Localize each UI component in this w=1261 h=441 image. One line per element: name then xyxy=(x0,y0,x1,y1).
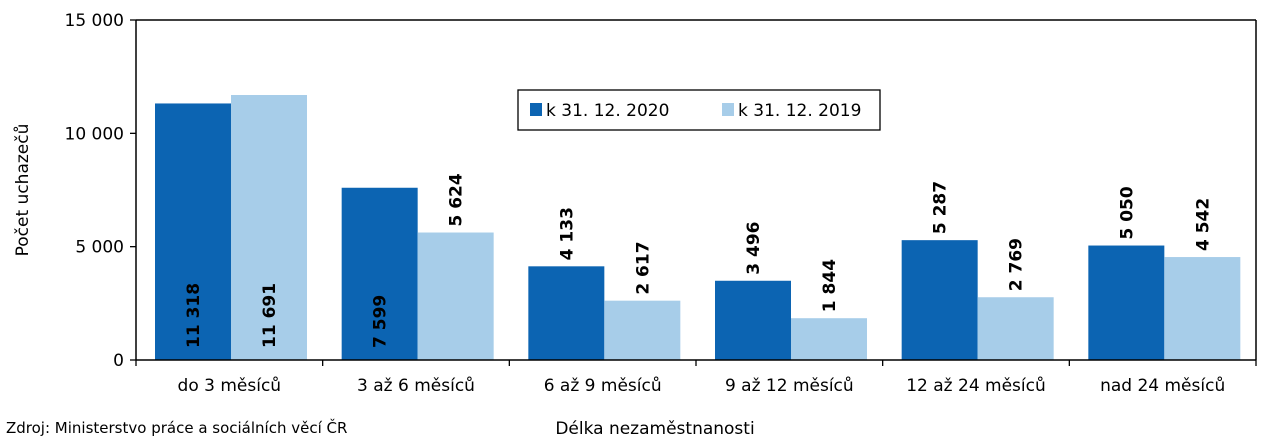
data-label-2020-4: 5 287 xyxy=(931,181,951,234)
data-labels-layer: 11 318 7 599 4 133 3 496 5 287 5 050 11 691 5 6… xyxy=(184,173,1213,348)
data-label-2020-5: 5 050 xyxy=(1117,186,1137,239)
legend-box xyxy=(517,89,881,131)
data-label-2019-5: 4 542 xyxy=(1193,198,1213,251)
bar-2019-2 xyxy=(604,300,681,360)
bar-2019-0 xyxy=(231,95,307,360)
bar-2019-4 xyxy=(977,297,1054,360)
axes-layer xyxy=(130,19,1257,366)
bar-2020-4 xyxy=(901,240,978,360)
y-tick-label-0: 0 xyxy=(113,351,124,371)
bar-2020-1 xyxy=(341,187,418,360)
y-tick-label-2: 10 000 xyxy=(65,124,124,144)
bar-2020-3 xyxy=(715,280,791,360)
tick-labels-layer: 0 5 000 10 000 15 000 do 3 měsíců 3 až 6 měsí… xyxy=(65,11,1226,396)
x-tick-label-0: do 3 měsíců xyxy=(178,376,282,396)
legend-swatch-2020 xyxy=(530,103,542,116)
y-tick-label-1: 5 000 xyxy=(75,238,124,258)
source-note: Zdroj: Ministerstvo práce a sociálních v… xyxy=(6,419,348,437)
bar-2019-5 xyxy=(1164,257,1241,360)
data-label-2020-1: 7 599 xyxy=(371,295,391,348)
legend-label-2020: k 31. 12. 2020 xyxy=(546,101,669,121)
bar-2020-5 xyxy=(1088,245,1165,360)
data-label-2019-1: 5 624 xyxy=(447,173,467,226)
bar-2020-2 xyxy=(528,266,605,360)
x-tick-label-5: nad 24 měsíců xyxy=(1100,376,1225,396)
bar-2020-0 xyxy=(155,103,231,360)
data-label-2020-3: 3 496 xyxy=(744,222,764,275)
data-label-2020-0: 11 318 xyxy=(184,283,204,348)
data-label-2019-3: 1 844 xyxy=(820,259,840,312)
x-tick-label-4: 12 až 24 měsíců xyxy=(906,376,1046,396)
bar-2019-3 xyxy=(791,318,867,360)
x-tick-label-1: 3 až 6 měsíců xyxy=(357,376,475,396)
y-axis-title: Počet uchazečů xyxy=(13,124,33,257)
data-label-2019-4: 2 769 xyxy=(1007,238,1027,291)
x-tick-label-3: 9 až 12 měsíců xyxy=(725,376,854,396)
data-label-2019-2: 2 617 xyxy=(633,241,653,294)
data-label-2019-0: 11 691 xyxy=(260,283,280,348)
data-label-2020-2: 4 133 xyxy=(557,207,577,260)
legend: k 31. 12. 2020 k 31. 12. 2019 xyxy=(517,89,881,131)
legend-label-2019: k 31. 12. 2019 xyxy=(738,101,861,121)
bar-2019-1 xyxy=(417,232,494,360)
y-tick-label-3: 15 000 xyxy=(65,11,124,31)
x-tick-label-2: 6 až 9 měsíců xyxy=(544,376,662,396)
x-axis-title: Délka nezaměstnanosti xyxy=(555,419,754,439)
legend-swatch-2019 xyxy=(722,103,734,116)
bars-layer xyxy=(155,95,1241,360)
